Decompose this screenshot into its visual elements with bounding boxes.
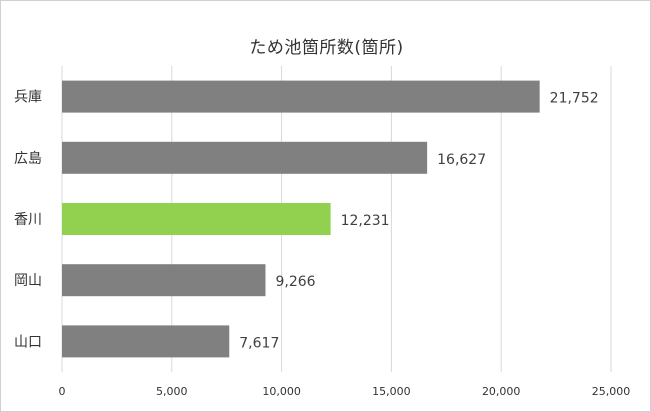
x-tick-label: 15,000 xyxy=(372,385,411,398)
x-tick-label: 5,000 xyxy=(156,385,188,398)
category-label: 岡山 xyxy=(14,273,42,289)
x-tick-label: 0 xyxy=(59,385,66,398)
value-label: 9,266 xyxy=(275,274,315,290)
value-labels: 21,752 16,627 12,231 9,266 7,617 xyxy=(239,91,598,352)
chart-title: ため池箇所数(箇所) xyxy=(249,38,404,58)
category-label: 山口 xyxy=(14,334,42,350)
x-tick-label: 25,000 xyxy=(592,385,631,398)
x-tick-labels: 0 5,000 10,000 15,000 20,000 25,000 xyxy=(59,385,631,398)
bar xyxy=(62,141,428,174)
category-label: 兵庫 xyxy=(14,89,42,106)
bar xyxy=(62,80,540,113)
value-label: 21,752 xyxy=(550,91,599,107)
bars xyxy=(62,80,540,358)
category-label: 広島 xyxy=(14,151,42,167)
bar xyxy=(62,325,230,358)
bar xyxy=(62,203,331,235)
x-tick-label: 10,000 xyxy=(262,385,301,398)
bar xyxy=(62,264,266,297)
value-label: 12,231 xyxy=(341,213,390,229)
x-tick-label: 20,000 xyxy=(482,385,521,398)
category-label: 香川 xyxy=(14,212,42,228)
value-label: 16,627 xyxy=(437,152,486,168)
value-label: 7,617 xyxy=(239,335,279,351)
